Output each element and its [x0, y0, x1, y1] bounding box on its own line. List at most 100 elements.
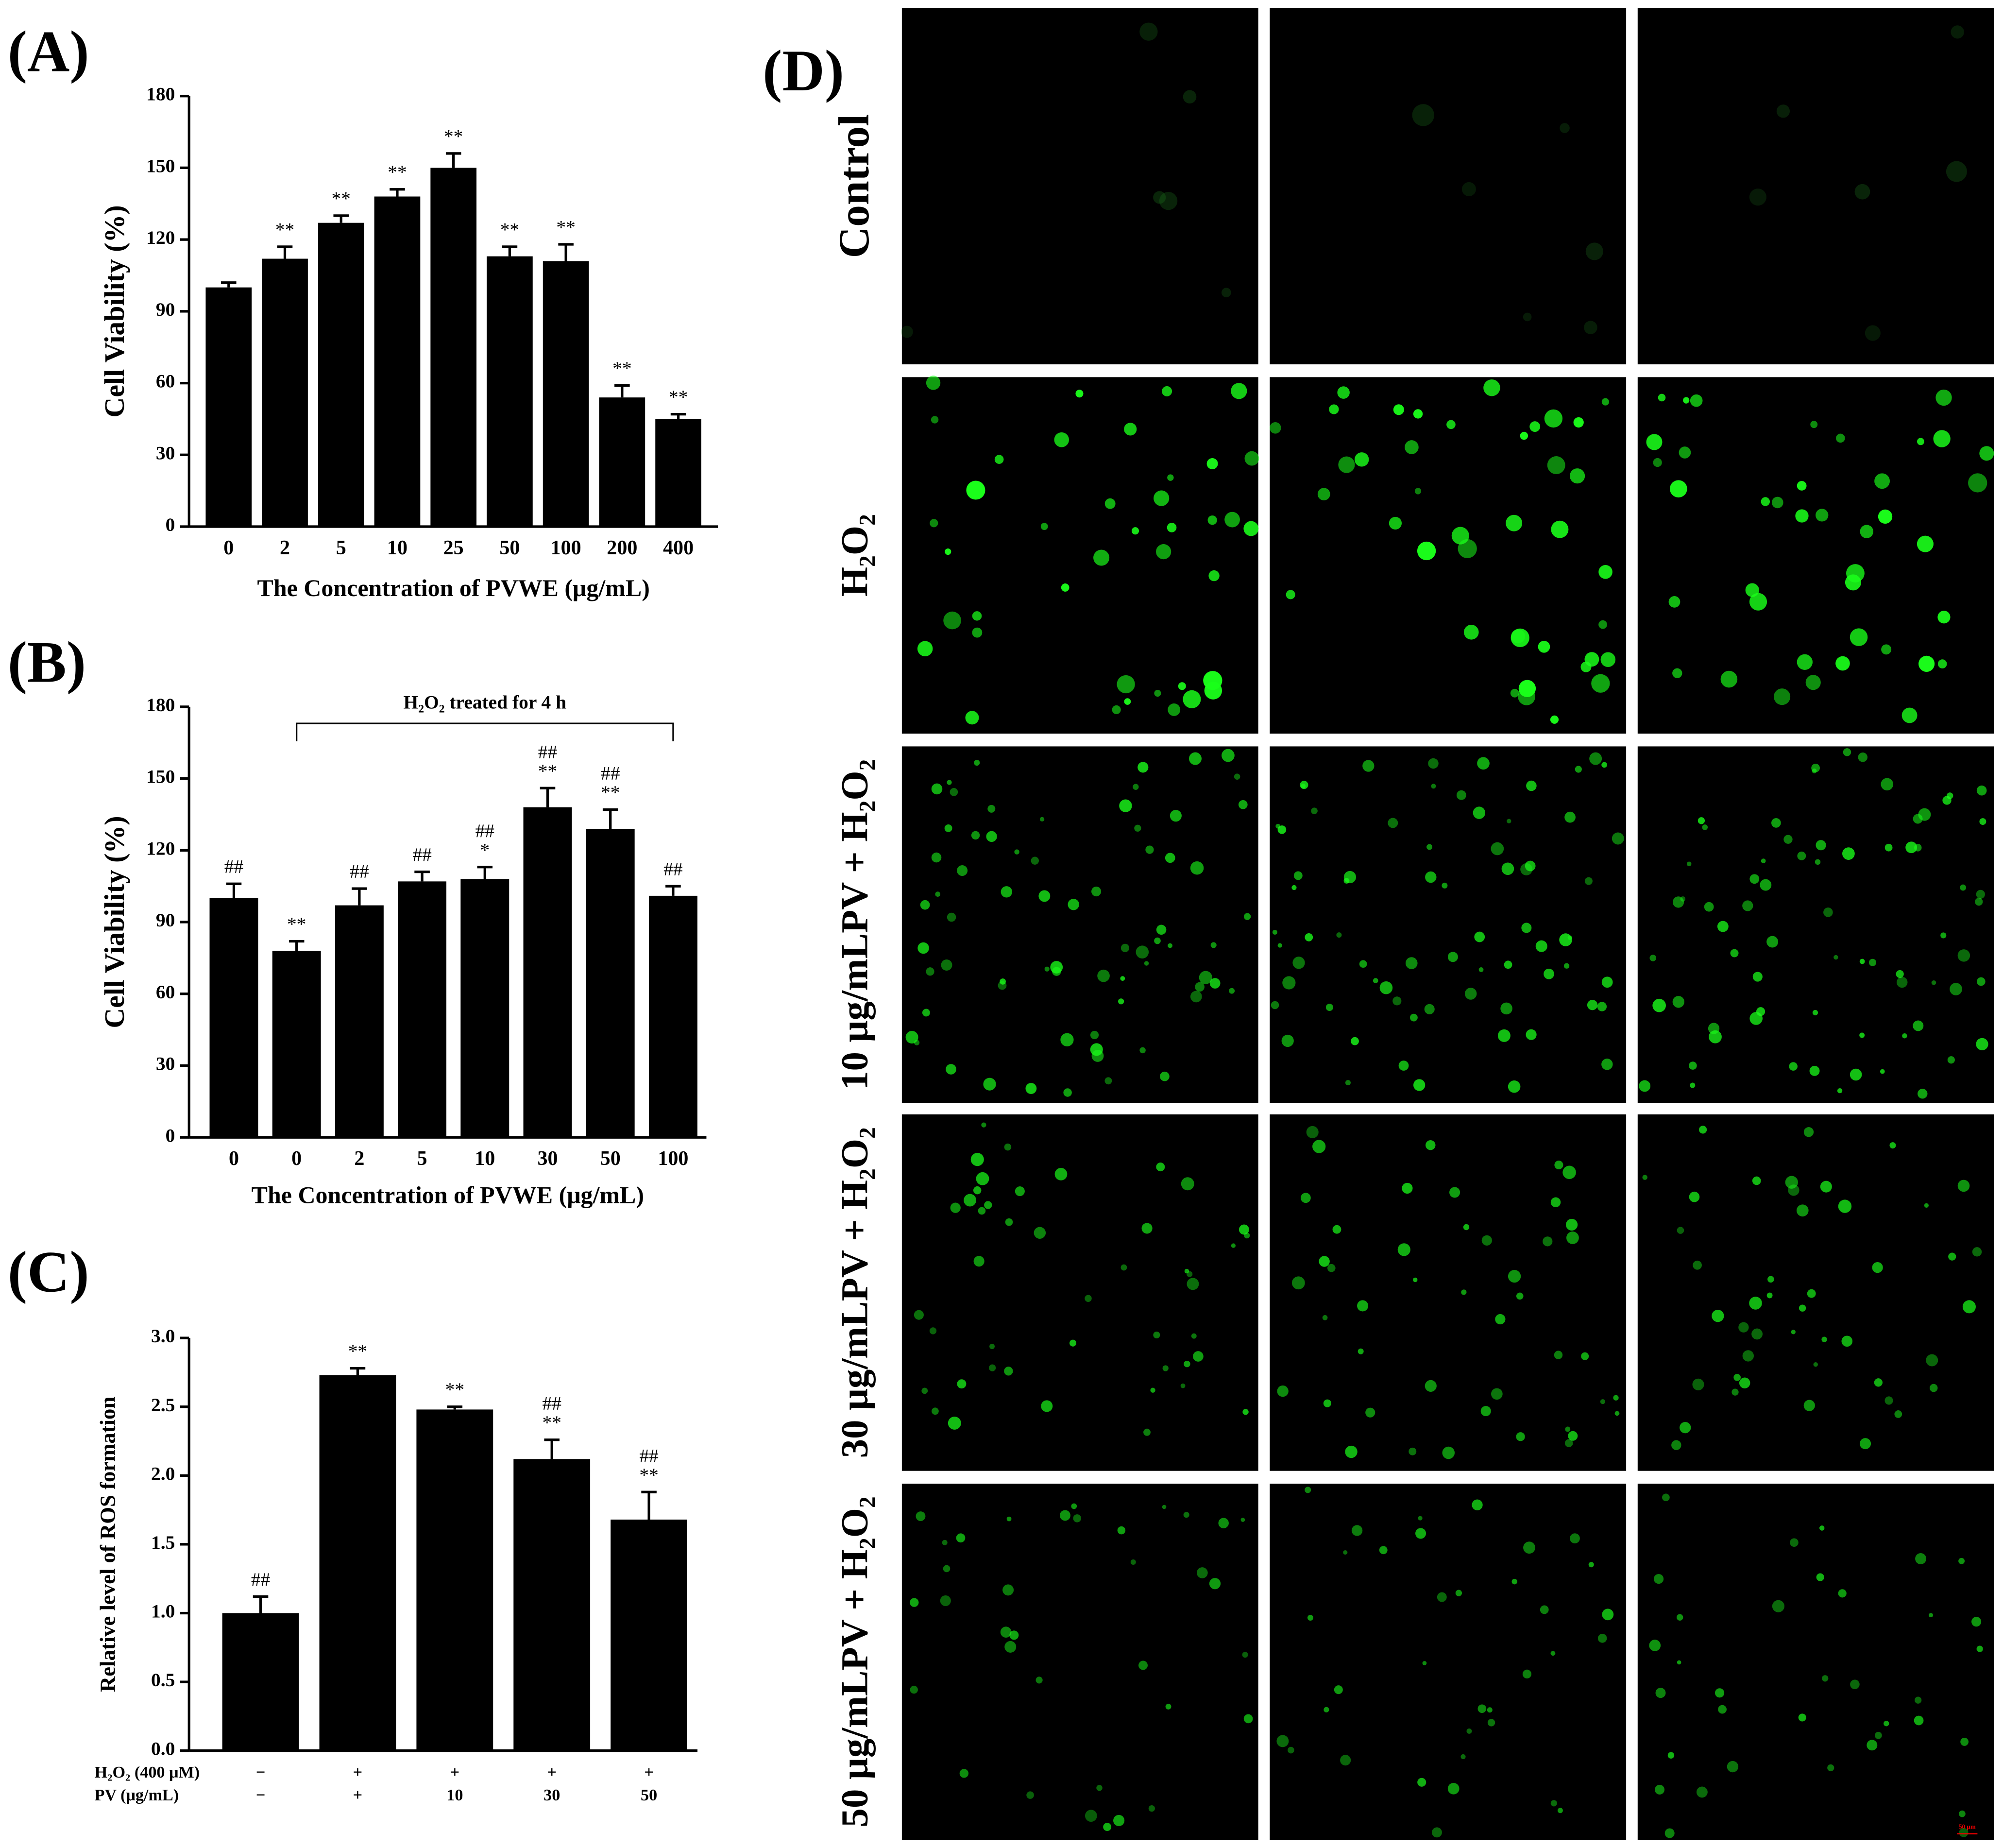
significance-mark: **	[612, 358, 631, 379]
fluorescent-cell	[1359, 960, 1367, 968]
fluorescent-cell	[1103, 1823, 1112, 1831]
fluorescent-cell	[1760, 879, 1772, 891]
fluorescent-cell	[900, 325, 913, 338]
error-bar	[477, 866, 493, 879]
fluorescent-cell	[1803, 1400, 1815, 1411]
fluorescent-cell	[1005, 1218, 1013, 1226]
error-bar	[445, 152, 461, 168]
fluorescent-cell	[1788, 1184, 1799, 1196]
fluorescent-cell	[905, 1031, 918, 1044]
fluorescent-cell	[966, 480, 985, 500]
fluorescent-cell	[986, 831, 997, 842]
fluorescent-cell	[1560, 123, 1570, 133]
fluorescent-cell	[1487, 1707, 1493, 1713]
row-cell: +	[353, 1763, 362, 1781]
fluorescent-cell	[1243, 1714, 1253, 1724]
fluorescent-cell	[1139, 1047, 1146, 1054]
fluorescent-cell	[930, 519, 938, 528]
error-bar	[289, 940, 305, 951]
fluorescent-cell	[1323, 1399, 1331, 1407]
fluorescent-cell	[1667, 1752, 1675, 1759]
fluorescent-cell	[1456, 790, 1466, 800]
bracket	[296, 722, 674, 741]
fluorescent-cell	[1790, 1538, 1799, 1547]
fluorescent-cell	[910, 1685, 918, 1694]
fluorescent-cell	[1679, 446, 1691, 459]
fluorescent-cell	[1060, 1033, 1074, 1046]
fluorescent-cell	[1104, 498, 1116, 509]
y-tick-label: 90	[156, 299, 175, 320]
fluorescent-cell	[1668, 596, 1680, 608]
fluorescent-cell	[1742, 1350, 1754, 1362]
fluorescent-cell	[1207, 515, 1217, 525]
fluorescent-cell	[971, 831, 980, 840]
fluorescent-cell	[1838, 1199, 1852, 1213]
error-bar	[641, 1490, 657, 1520]
bar	[430, 168, 477, 527]
x-tick-label: 200	[607, 537, 637, 559]
fluorescent-cell	[1948, 1252, 1956, 1261]
fluorescent-cell	[1413, 409, 1423, 419]
fluorescent-cell	[1976, 1645, 1983, 1652]
micrograph	[901, 1483, 1258, 1840]
bracket-label: H₂O₂ treated for 4 h	[404, 692, 567, 713]
fluorescent-cell	[974, 760, 980, 766]
fluorescent-cell	[1059, 1510, 1070, 1521]
bar	[272, 951, 321, 1138]
fluorescent-cell	[942, 1540, 948, 1545]
fluorescent-cell	[1156, 1163, 1165, 1172]
fluorescent-cell	[1120, 1264, 1127, 1271]
fluorescent-cell	[1585, 242, 1603, 260]
fluorescent-cell	[972, 611, 982, 621]
fluorescent-cell	[1002, 1584, 1014, 1596]
fluorescent-cell	[931, 416, 939, 424]
fluorescent-cell	[1655, 1688, 1666, 1698]
fluorescent-cell	[1951, 25, 1964, 39]
fluorescent-cell	[987, 804, 996, 813]
fluorescent-cell	[1975, 898, 1983, 906]
fluorescent-cell	[1917, 438, 1924, 445]
fluorescent-cell	[1014, 849, 1019, 855]
fluorescent-cell	[1742, 900, 1753, 911]
fluorescent-cell	[1063, 1088, 1072, 1097]
fluorescent-cell	[1564, 1439, 1573, 1447]
fluorescent-cell	[1487, 1719, 1495, 1727]
error-bar	[253, 1595, 269, 1613]
fluorescent-cell	[1507, 819, 1511, 823]
fluorescent-cell	[1562, 1165, 1576, 1180]
fluorescent-cell	[1442, 1446, 1455, 1459]
fluorescent-cell	[1133, 784, 1139, 790]
fluorescent-cell	[1113, 1814, 1125, 1827]
panel-label: (B)	[8, 630, 86, 695]
fluorescent-cell	[1474, 931, 1485, 942]
fluorescent-cell	[1591, 674, 1610, 693]
fluorescent-cell	[1338, 456, 1355, 473]
significance-mark: **	[556, 216, 575, 238]
fluorescent-cell	[1184, 1360, 1190, 1368]
fluorescent-cell	[1859, 1032, 1865, 1038]
fluorescent-cell	[1190, 991, 1202, 1003]
fluorescent-cell	[1766, 1292, 1773, 1299]
fluorescent-cell	[1884, 1396, 1893, 1405]
significance-mark: ##	[350, 861, 369, 882]
fluorescent-cell	[1914, 1715, 1924, 1726]
fluorescent-cell	[1813, 1362, 1818, 1367]
fluorescent-cell	[1693, 1260, 1702, 1270]
fluorescent-cell	[1282, 976, 1296, 990]
fluorescent-cell	[1971, 1617, 1982, 1627]
fluorescent-cell	[1336, 932, 1342, 938]
fluorescent-cell	[1797, 654, 1813, 670]
x-axis-label: The Concentration of PVWE (μg/mL)	[252, 1181, 644, 1208]
fluorescent-cell	[1544, 968, 1554, 979]
fluorescent-cell	[1731, 1388, 1739, 1396]
fluorescent-cell	[1085, 1295, 1092, 1302]
fluorescent-cell	[1300, 781, 1308, 789]
fluorescent-cell	[1677, 1660, 1681, 1665]
fluorescent-cell	[1242, 1652, 1248, 1658]
fluorescent-cell	[1526, 780, 1537, 791]
fluorescent-cell	[1821, 1336, 1827, 1342]
fluorescent-cell	[1516, 1292, 1524, 1300]
fluorescent-cell	[1461, 1289, 1467, 1295]
fluorescent-cell	[1838, 1589, 1847, 1598]
fluorescent-cell	[1190, 861, 1204, 875]
